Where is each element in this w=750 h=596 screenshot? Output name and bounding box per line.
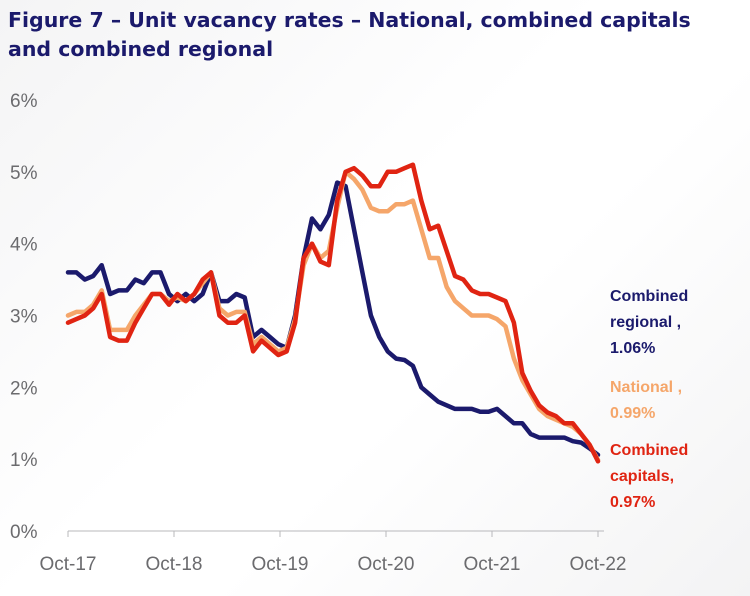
y-tick-label: 3% [10,307,38,328]
series-layer [65,162,601,464]
series-label-capitals: Combined [610,442,688,459]
y-axis: 0% 1% 2% 3% 4% 5% 6% [10,91,38,543]
x-tick-label: Oct-21 [463,554,520,575]
x-tick-label: Oct-22 [569,554,626,575]
series-label-national: 0.99% [610,405,655,422]
y-tick-label: 0% [10,522,38,543]
series-line-national [65,169,601,463]
x-tick-label: Oct-18 [145,554,202,575]
y-tick-label: 4% [10,235,38,256]
series-label-national: National , [610,379,682,396]
series-label-capitals: capitals, [610,468,674,485]
x-axis: Oct-17 Oct-18 Oct-19 Oct-20 Oct-21 Oct-22 [39,531,627,575]
x-tick-label: Oct-17 [39,554,96,575]
series-label-regional: 1.06% [610,340,655,357]
series-label-capitals: 0.97% [610,494,655,511]
x-tick-label: Oct-20 [357,554,414,575]
series-line-regional [65,180,601,458]
y-tick-label: 6% [10,91,38,112]
chart-title: Figure 7 – Unit vacancy rates – National… [8,8,691,61]
series-labels: Combined regional , 1.06% National , 0.99% Co… [610,288,688,511]
series-line-capitals [65,162,601,464]
y-tick-label: 5% [10,163,38,184]
y-tick-label: 1% [10,450,38,471]
x-tick-label: Oct-19 [251,554,308,575]
series-label-regional: regional , [610,314,681,331]
series-label-regional: Combined [610,288,688,305]
y-tick-label: 2% [10,378,38,399]
